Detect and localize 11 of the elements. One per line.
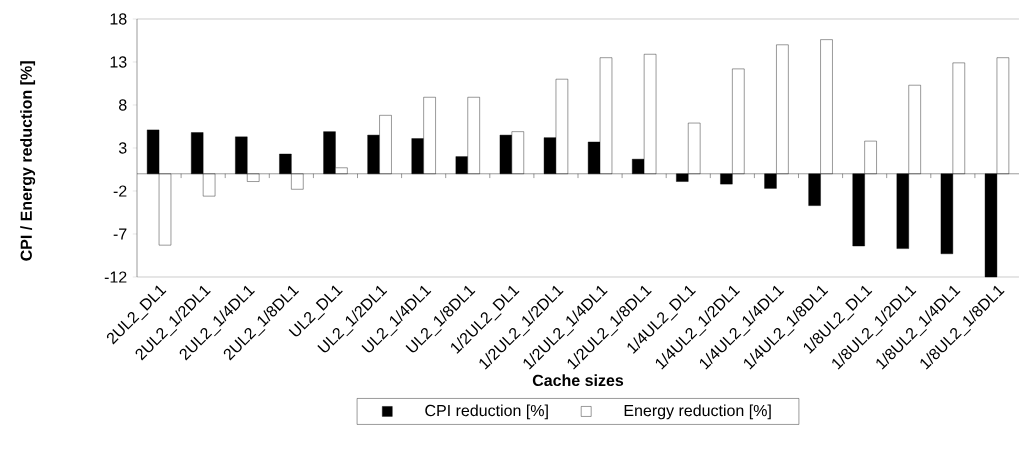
y-tick-label: -7 <box>113 228 127 240</box>
y-axis-title: CPI / Energy reduction [%] <box>20 61 36 261</box>
y-tick-label: 18 <box>110 13 127 25</box>
y-tick-label: 8 <box>119 99 127 111</box>
y-tick-label: -12 <box>104 271 127 283</box>
legend-label: Energy reduction [%] <box>624 404 771 420</box>
y-tick-label: 13 <box>110 56 127 68</box>
legend-label: CPI reduction [%] <box>425 404 548 420</box>
y-tick-label: -2 <box>113 185 127 197</box>
y-tick-label: 3 <box>118 142 127 154</box>
x-axis-title: Cache sizes <box>532 374 624 387</box>
